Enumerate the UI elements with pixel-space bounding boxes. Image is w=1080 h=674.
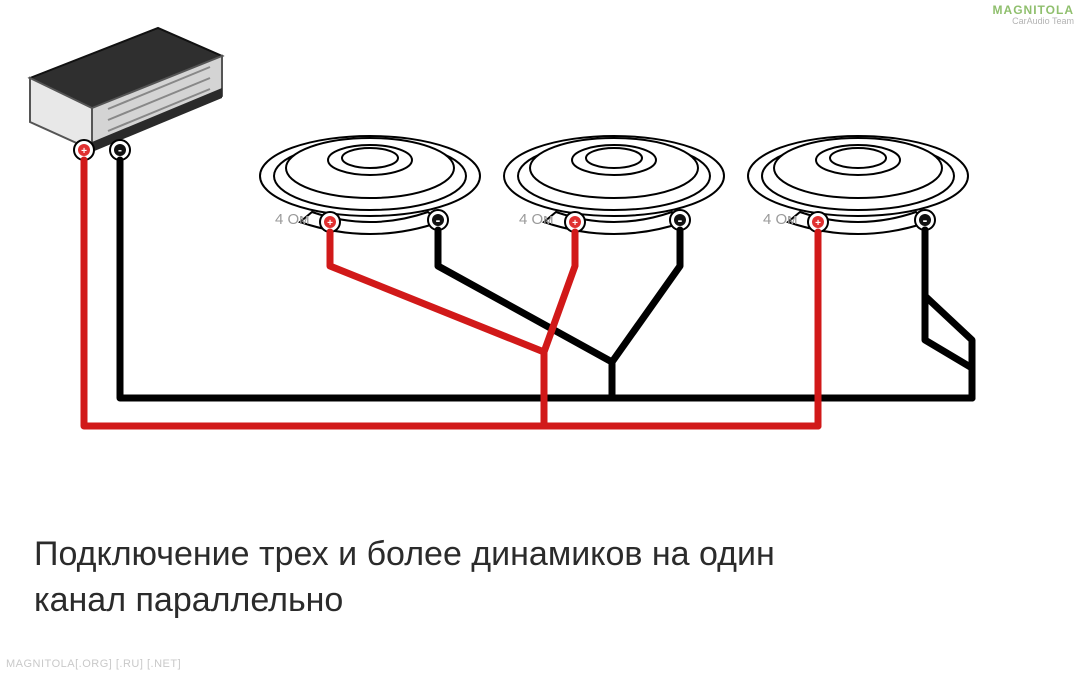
svg-text:+: + <box>81 146 87 157</box>
negative-wire-sp3 <box>925 230 972 398</box>
amplifier: + - <box>30 28 222 160</box>
svg-text:-: - <box>436 212 441 228</box>
svg-text:+: + <box>572 218 578 229</box>
speaker-1: + - 4 Ом <box>260 136 480 234</box>
svg-text:-: - <box>118 143 122 157</box>
speaker-2-ohm: 4 Ом <box>519 211 554 228</box>
wiring-diagram: + - + - 4 Ом + - 4 Ом <box>0 0 1080 520</box>
speaker-1-ohm: 4 Ом <box>275 211 310 228</box>
svg-text:-: - <box>678 212 683 228</box>
speaker-2: + - 4 Ом <box>504 136 724 234</box>
svg-text:+: + <box>815 218 821 229</box>
watermark-bottom: MAGNITOLA[.ORG] [.RU] [.NET] <box>6 658 181 670</box>
svg-text:-: - <box>923 212 928 228</box>
caption-line1: Подключение трех и более динамиков на од… <box>34 535 775 573</box>
speaker-3: + - 4 Ом <box>748 136 968 234</box>
caption: Подключение трех и более динамиков на од… <box>34 532 775 624</box>
speaker-3-ohm: 4 Ом <box>763 211 798 228</box>
svg-text:+: + <box>327 218 333 229</box>
caption-line2: канал параллельно <box>34 581 343 619</box>
